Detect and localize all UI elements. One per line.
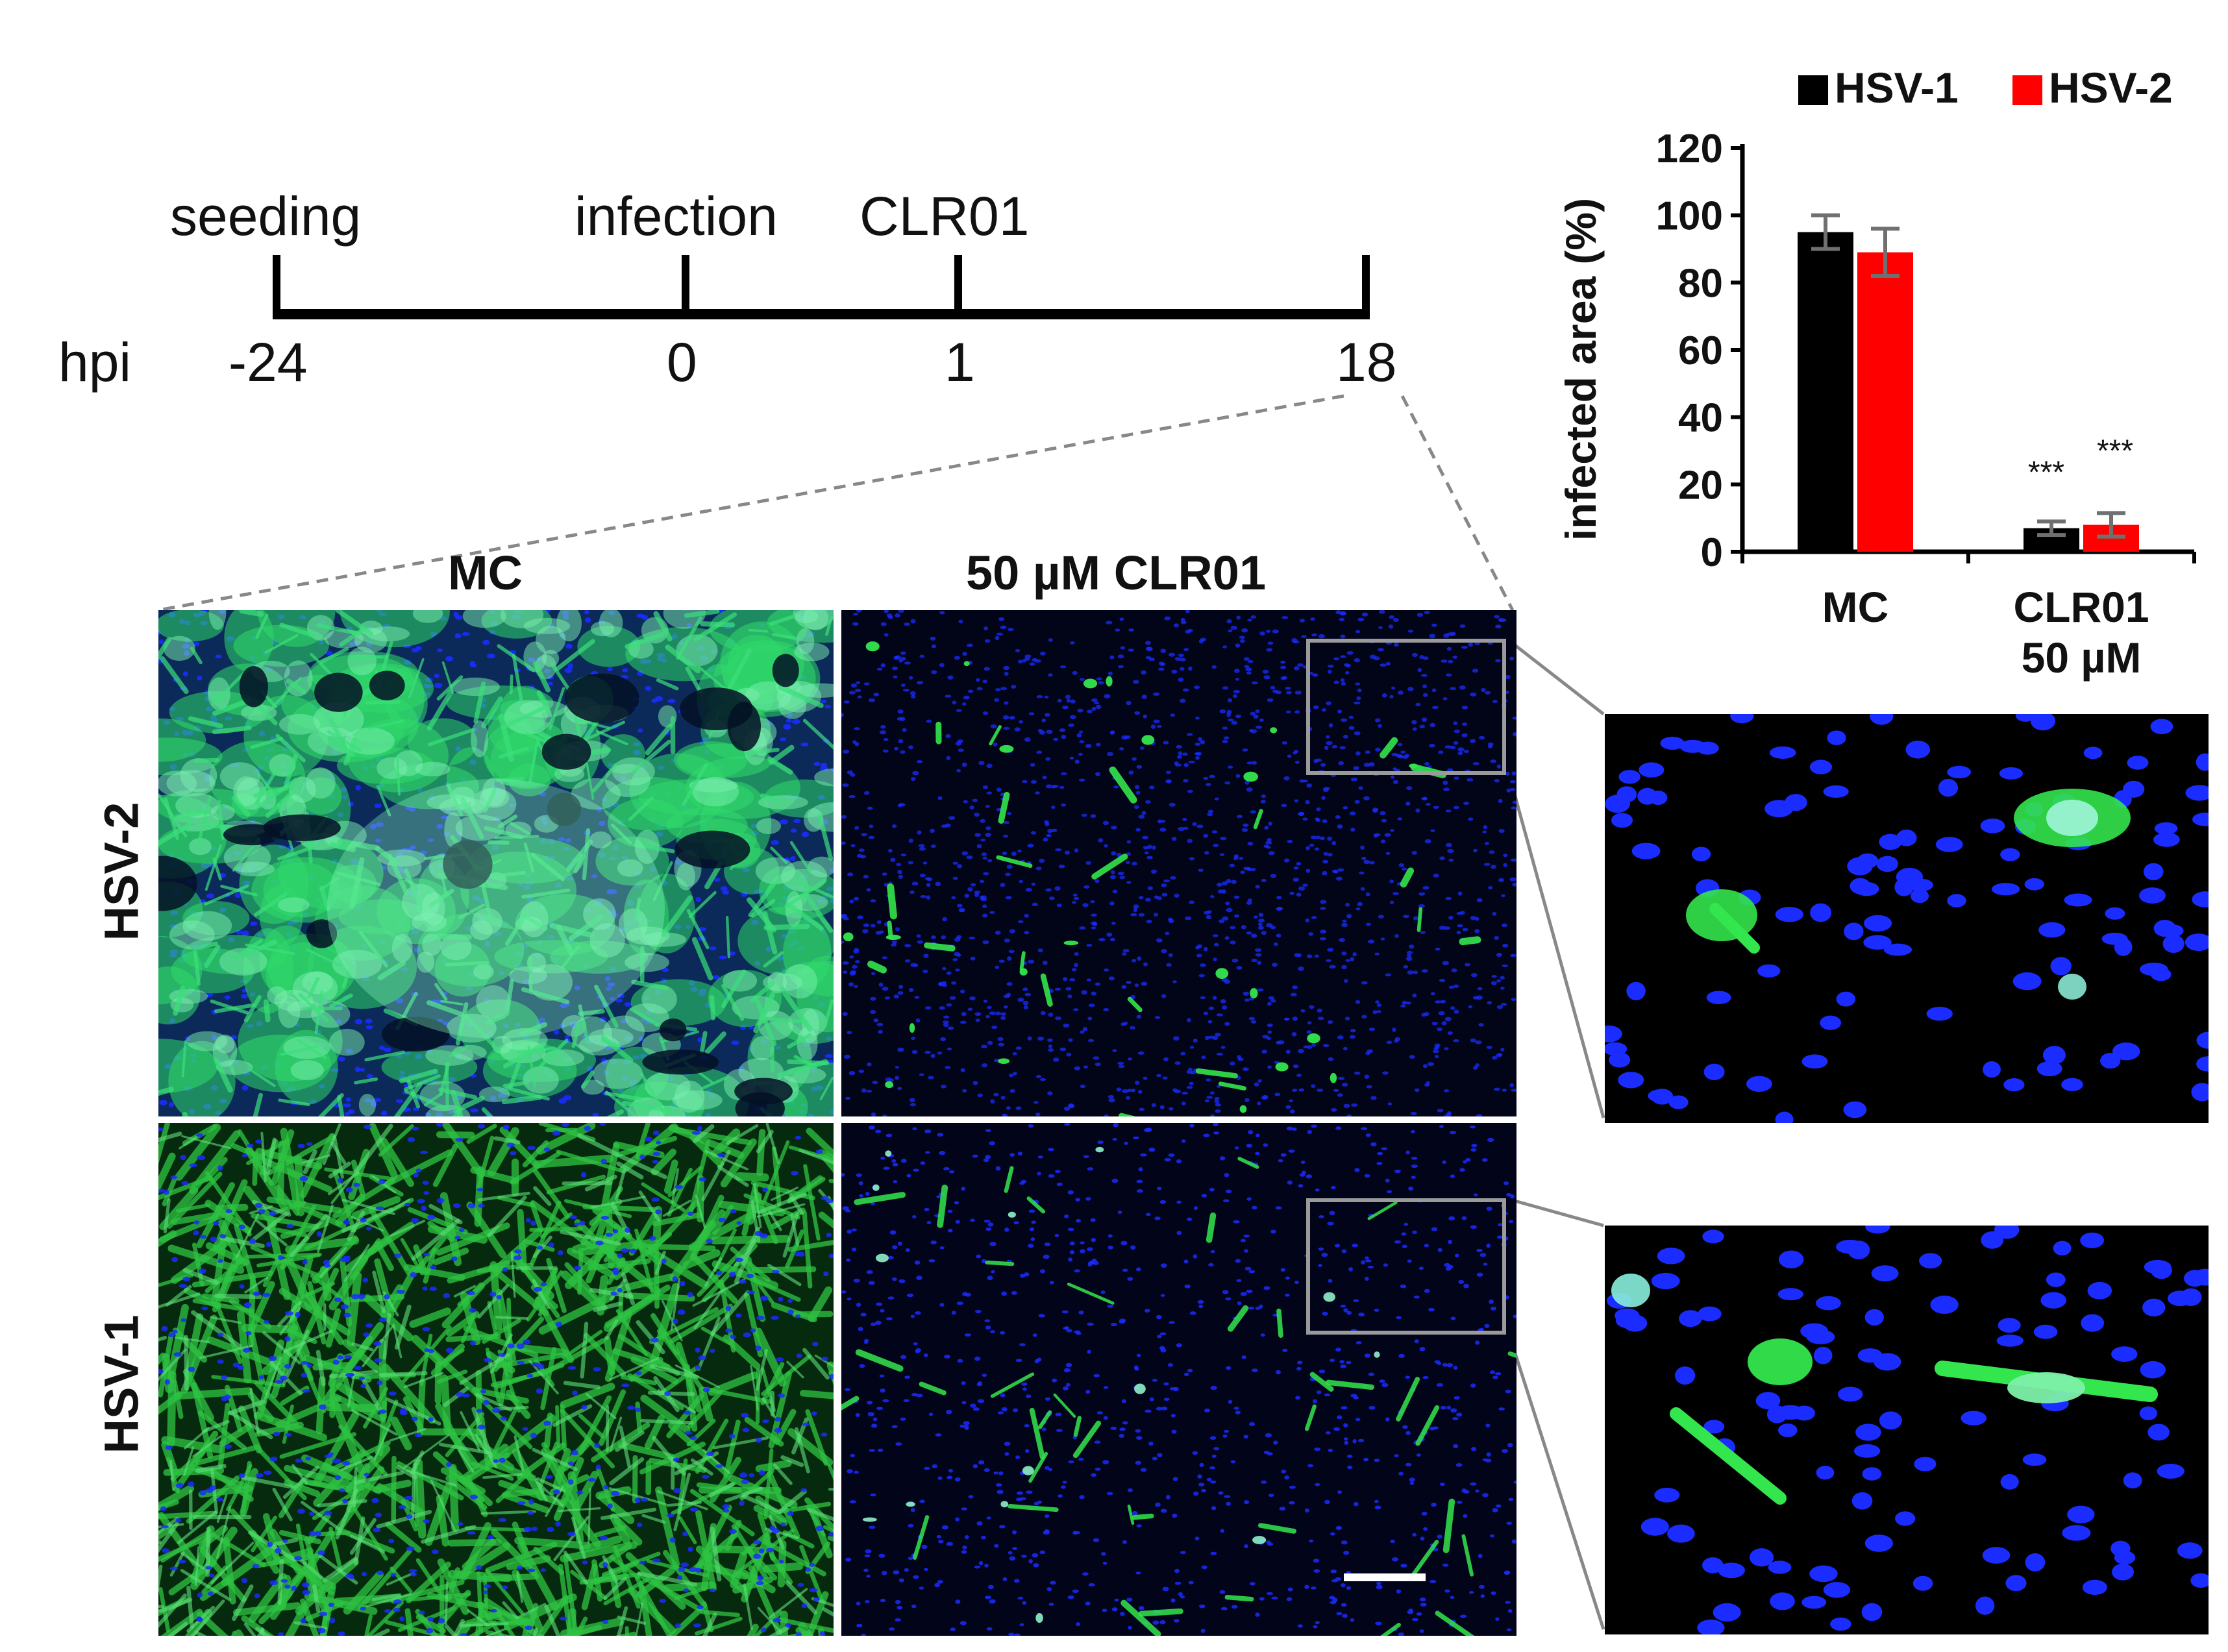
legend-swatch [2012, 75, 2042, 105]
micrograph-hsv1-clr01 [841, 1123, 1516, 1636]
y-tick-label: 100 [1656, 194, 1723, 239]
zoom-box-hsv2 [1306, 639, 1506, 775]
row-title-hsv2: HSV-2 [94, 802, 149, 941]
inset-hsv2-zoom [1605, 714, 2209, 1123]
y-tick-label: 0 [1701, 530, 1723, 575]
x-tick-label: MC [1822, 583, 1889, 631]
timeline-time-clr01: 1 [945, 332, 975, 393]
legend-swatch [1798, 75, 1828, 105]
y-tick-label: 60 [1678, 328, 1723, 373]
x-tick-label: 50 µM [2022, 634, 2142, 682]
inset-connector [1509, 640, 1605, 715]
y-axis-label: infected area (%) [1557, 198, 1605, 541]
zoom-box-hsv1 [1306, 1198, 1506, 1335]
legend-label: HSV-2 [2049, 64, 2173, 112]
y-tick-label: 120 [1656, 127, 1723, 171]
micrograph-hsv2-mc [158, 610, 834, 1116]
timeline-time-seeding: -24 [229, 332, 308, 393]
zoom-guide-left [158, 394, 1344, 612]
timeline [273, 255, 1370, 319]
legend-label: HSV-1 [1835, 64, 1959, 112]
inset-connector [1508, 777, 1605, 1118]
timeline-time-infection: 0 [667, 332, 697, 393]
timeline-axis-label: hpi [58, 332, 132, 393]
micrograph-hsv1-mc [158, 1123, 834, 1636]
bar [1798, 232, 1853, 552]
timeline-time-end: 18 [1336, 332, 1397, 393]
bar-chart: HSV-1 HSV-2 0 20 40 60 80 100 120 infected area (… [1557, 64, 2196, 682]
scale-bar [1344, 1573, 1426, 1581]
zoom-guide-right [1400, 395, 1515, 611]
significance-marker: *** [2097, 434, 2133, 468]
significance-marker: *** [2028, 455, 2064, 489]
y-tick-label: 80 [1678, 261, 1723, 306]
timeline-event-seeding: seeding [170, 186, 362, 247]
micrograph-hsv2-clr01 [841, 610, 1516, 1116]
inset-hsv1-zoom [1605, 1226, 2209, 1634]
y-tick-label: 20 [1678, 463, 1723, 508]
column-title-clr01: 50 µM CLR01 [966, 546, 1267, 600]
timeline-event-clr01: CLR01 [860, 186, 1030, 247]
x-tick-label: CLR01 [2013, 583, 2149, 631]
inset-connector [1508, 1337, 1605, 1630]
row-title-hsv1: HSV-1 [94, 1314, 149, 1454]
y-tick-label: 40 [1678, 396, 1723, 441]
bar [1857, 252, 1913, 552]
column-title-mc: MC [448, 546, 523, 600]
timeline-event-infection: infection [575, 186, 778, 247]
inset-connector [1509, 1198, 1604, 1227]
